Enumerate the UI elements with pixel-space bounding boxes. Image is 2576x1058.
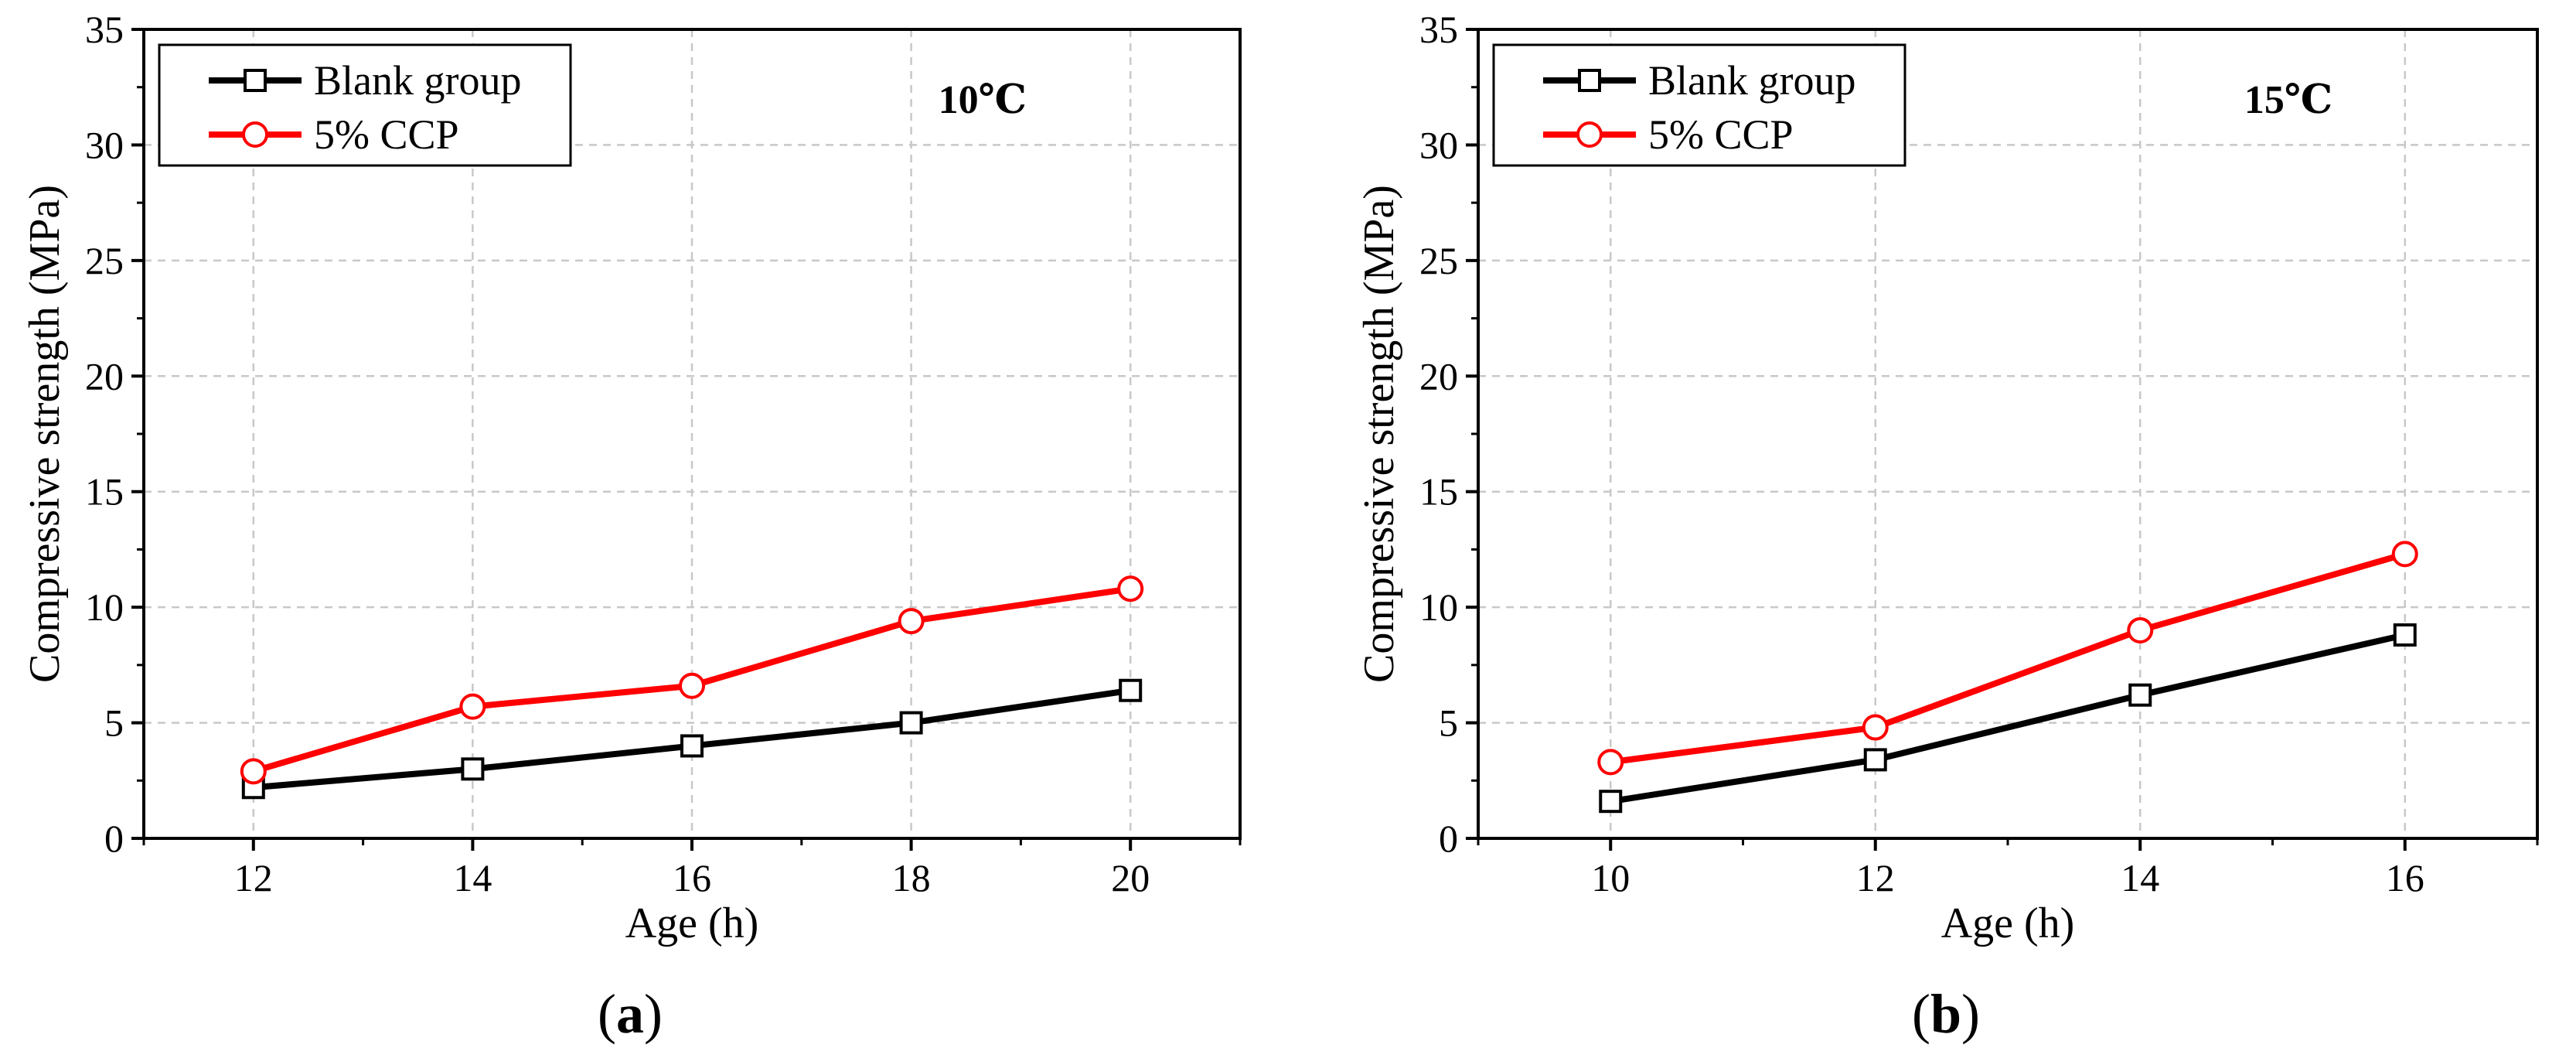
x-tick-label: 14 xyxy=(453,856,492,899)
x-tick-label: 16 xyxy=(673,856,711,899)
x-tick-label: 18 xyxy=(892,856,931,899)
y-axis-title: Compressive strength (MPa) xyxy=(1355,185,1403,683)
data-point-circle xyxy=(459,693,486,720)
x-tick-label: 12 xyxy=(234,856,273,899)
legend-label: 5% CCP xyxy=(314,111,459,158)
legend-marker-square xyxy=(1578,69,1601,92)
y-tick-label: 15 xyxy=(1419,470,1458,514)
chart-panel-b: 0 5 10 15 20 25 30 35 10 12 14 16 Age (h) Compressive… xyxy=(1355,8,2539,1045)
data-point-circle xyxy=(2391,541,2418,568)
x-tick-label: 20 xyxy=(1111,856,1150,899)
panel-caption: (b) xyxy=(1912,983,1980,1045)
y-tick-label: 25 xyxy=(85,239,124,282)
data-point-square xyxy=(1119,678,1143,702)
data-point-circle xyxy=(1862,714,1889,741)
caption-paren-open: ( xyxy=(1912,983,1930,1045)
y-tick-label: 25 xyxy=(1419,239,1458,282)
data-point-square xyxy=(2128,683,2152,707)
y-tick-label: 20 xyxy=(85,354,124,398)
legend-box xyxy=(1492,43,1906,167)
caption-paren-close: ) xyxy=(1961,983,1980,1045)
legend-label: Blank group xyxy=(314,57,521,104)
data-point-square xyxy=(1599,790,1623,814)
data-point-circle xyxy=(898,608,925,635)
data-point-circle xyxy=(1117,575,1144,602)
y-tick-label: 20 xyxy=(1419,354,1458,398)
legend-label: 5% CCP xyxy=(1648,111,1794,158)
x-tick-label: 10 xyxy=(1591,856,1630,899)
data-point-circle xyxy=(1597,749,1624,776)
y-tick-label: 10 xyxy=(1419,585,1458,629)
y-tick-label: 0 xyxy=(104,817,124,860)
y-tick-label: 5 xyxy=(104,701,124,745)
data-point-square xyxy=(1863,748,1887,772)
y-axis-title: Compressive strength (MPa) xyxy=(21,185,69,683)
y-tick-label: 5 xyxy=(1439,701,1458,745)
y-tick-label: 35 xyxy=(85,8,124,51)
data-point-square xyxy=(2393,623,2417,647)
data-point-circle xyxy=(2127,617,2154,644)
y-tick-label: 0 xyxy=(1439,817,1458,860)
legend-box xyxy=(158,43,572,167)
y-tick-label: 30 xyxy=(85,123,124,166)
data-point-circle xyxy=(240,758,267,785)
x-tick-label: 12 xyxy=(1856,856,1895,899)
data-point-circle xyxy=(679,672,705,699)
caption-paren-close: ) xyxy=(644,983,663,1045)
data-point-square xyxy=(680,734,704,758)
series-line-1 xyxy=(1610,551,2406,766)
caption-letter: a xyxy=(616,983,644,1045)
x-tick-label: 16 xyxy=(2386,856,2424,899)
x-tick-label: 14 xyxy=(2121,856,2159,899)
series-line-0 xyxy=(1610,632,2406,805)
y-tick-label: 10 xyxy=(85,585,124,629)
chart-panel-a: 0 5 10 15 20 25 30 35 12 14 16 18 20 Age (h) Compressi… xyxy=(21,8,1242,1045)
legend-marker-circle xyxy=(242,121,268,148)
legend-label: Blank group xyxy=(1648,57,1855,104)
x-axis-title: Age (h) xyxy=(625,899,759,947)
data-point-square xyxy=(461,757,485,781)
legend-marker-square xyxy=(244,69,267,92)
caption-paren-open: ( xyxy=(598,983,616,1045)
temperature-annotation: 10℃ xyxy=(939,78,1027,122)
data-point-square xyxy=(899,711,923,735)
caption-letter: b xyxy=(1930,983,1961,1045)
temperature-annotation: 15℃ xyxy=(2244,78,2332,122)
y-tick-label: 30 xyxy=(1419,123,1458,166)
y-tick-label: 15 xyxy=(85,470,124,514)
panel-caption: (a) xyxy=(598,983,663,1045)
y-tick-label: 35 xyxy=(1419,8,1458,51)
x-axis-title: Age (h) xyxy=(1941,899,2075,947)
legend-marker-circle xyxy=(1576,121,1603,148)
